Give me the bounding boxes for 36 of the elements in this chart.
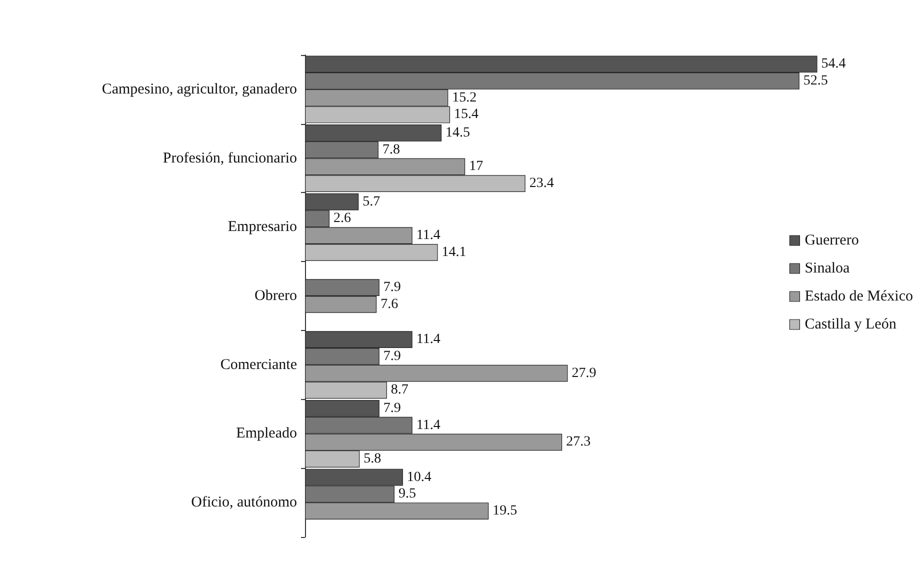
- data-label: 7.9: [383, 400, 401, 416]
- data-label: 8.7: [390, 382, 408, 398]
- data-label: 27.9: [572, 366, 596, 381]
- y-tick-label: Profesión, funcionario: [162, 150, 297, 166]
- data-label: 7.9: [383, 348, 401, 364]
- data-label: 19.5: [492, 504, 518, 519]
- data-label: 10.4: [406, 470, 432, 485]
- data-label: 27.3: [566, 434, 591, 450]
- y-tick-label: Empresario: [228, 219, 297, 236]
- data-label: 15.4: [454, 107, 479, 122]
- data-label: 54.4: [821, 56, 846, 72]
- data-label: 7.6: [380, 296, 398, 312]
- legend-label: Castilla y León: [804, 316, 897, 332]
- data-label: 11.4: [416, 332, 440, 348]
- data-label: 9.5: [398, 486, 416, 502]
- data-label: 5.7: [362, 194, 380, 210]
- y-tick-label: Oficio, autónomo: [191, 494, 297, 511]
- data-label: 7.9: [383, 280, 401, 296]
- data-label: 15.2: [452, 90, 477, 106]
- data-label: 11.4: [416, 418, 440, 433]
- y-tick-label: Campesino, agricultor, ganadero: [102, 81, 297, 98]
- legend-label: Guerrero: [804, 232, 859, 248]
- y-tick-label: Empleado: [236, 426, 297, 442]
- legend-label: Estado de México: [804, 288, 914, 304]
- data-label: 14.5: [446, 125, 470, 140]
- data-label: 7.8: [382, 142, 400, 158]
- data-label: 23.4: [529, 176, 554, 192]
- data-label: 2.6: [333, 211, 351, 226]
- data-label: 5.8: [364, 452, 382, 467]
- y-tick-label: Comerciante: [220, 356, 298, 373]
- y-tick-label: Obrero: [254, 288, 297, 304]
- data-label: 14.1: [442, 244, 466, 260]
- data-label: 52.5: [803, 73, 828, 88]
- legend-label: Sinaloa: [804, 260, 850, 276]
- data-label: 11.4: [416, 228, 440, 244]
- data-label: 17: [469, 159, 484, 174]
